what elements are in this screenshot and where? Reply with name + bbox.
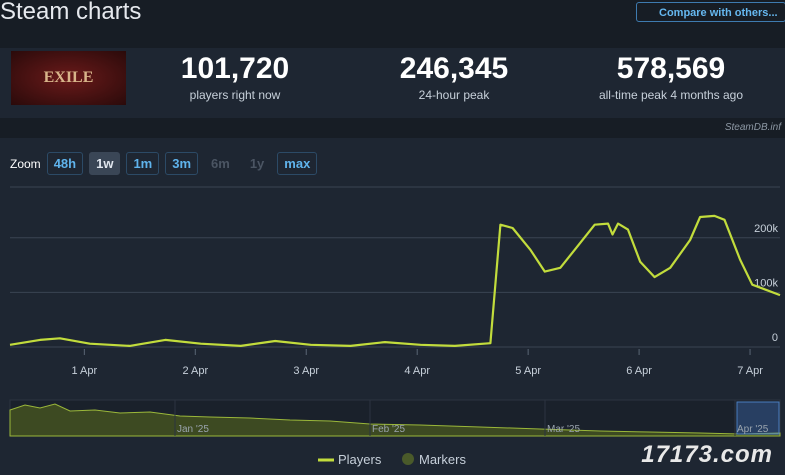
stat-value: 246,345 [399,52,509,85]
navigator-label: Feb '25 [372,424,405,435]
players-line [9,214,781,347]
legend-swatch [402,453,414,465]
compare-button[interactable]: Compare with others... [636,2,785,22]
zoom-button: 1y [249,156,265,171]
stat-label: players right now [189,88,281,102]
x-tick-label: 2 Apr [182,365,208,377]
zoom-button[interactable]: 48h [46,152,84,175]
x-tick-label: 4 Apr [404,365,430,377]
y-tick-label: 0 [772,332,778,344]
zoom-button[interactable]: 1w [89,152,121,175]
x-tick-label: 6 Apr [626,365,652,377]
zoom-button[interactable]: max [277,152,318,175]
stats-bar: EXILE 101,720 players right now 246,345 24… [0,48,785,118]
credit: SteamDB.inf [724,122,781,133]
stat: 246,345 24-hour peak [354,52,554,102]
zoom-button[interactable]: 3m [165,152,199,175]
navigator-window [736,401,780,435]
navigator-label: Jan '25 [177,424,209,435]
x-tick-label: 3 Apr [293,365,319,377]
x-tick-label: 1 Apr [71,365,97,377]
x-tick-label: 7 Apr [737,365,763,377]
page-title: Steam charts [0,0,142,25]
watermark: 17173.com [641,441,773,468]
stat: 101,720 players right now [135,52,335,102]
y-tick-label: 100k [754,277,778,289]
stat-label: all-time peak 4 months ago [598,88,744,102]
x-tick-label: 5 Apr [515,365,541,377]
zoom-button: 6m [211,156,230,171]
game-logo: EXILE [11,51,126,105]
navigator-label: Mar '25 [547,424,580,435]
y-tick-label: 200k [754,223,778,235]
legend-label: Markers [419,452,466,467]
stat: 578,569 all-time peak 4 months ago [571,52,771,102]
stat-value: 578,569 [616,52,726,85]
stat-label: 24-hour peak [418,88,490,102]
navigator-area [9,403,781,437]
zoom-label: Zoom [10,156,41,171]
navigator-label: Apr '25 [737,424,769,435]
zoom-row: Zoom 48h 1w 1m 3m 6m 1y max [10,152,318,175]
stat-value: 101,720 [180,52,290,85]
legend-label: Players [338,452,382,467]
zoom-button[interactable]: 1m [126,152,160,175]
